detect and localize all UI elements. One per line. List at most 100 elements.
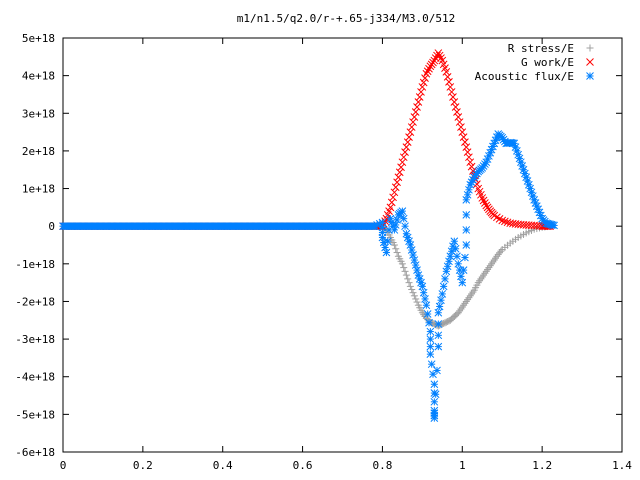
data-point — [405, 279, 413, 287]
data-point — [417, 88, 425, 96]
data-point — [414, 98, 423, 106]
data-point — [463, 148, 472, 157]
data-point — [393, 216, 401, 224]
data-point — [453, 108, 461, 116]
data-point — [405, 133, 413, 141]
data-point — [481, 199, 489, 207]
data-point — [463, 190, 472, 199]
data-point — [443, 262, 452, 271]
data-point — [427, 360, 436, 369]
data-point — [426, 342, 435, 351]
data-point — [450, 237, 459, 246]
data-point — [407, 246, 416, 254]
data-point — [434, 308, 443, 317]
data-point — [422, 301, 431, 310]
data-point — [458, 128, 467, 136]
data-point — [466, 158, 475, 167]
series-0 — [59, 222, 554, 330]
y-tick-label: 3e+18 — [22, 107, 55, 120]
data-point — [497, 247, 505, 255]
data-point — [389, 193, 397, 202]
data-point — [411, 108, 420, 116]
data-point — [382, 248, 391, 257]
x-tick-label: 0.2 — [133, 459, 153, 472]
x-tick-label: 0.4 — [213, 459, 233, 472]
x-tick-label: 0.8 — [372, 459, 392, 472]
data-point — [443, 73, 452, 81]
data-point — [383, 237, 392, 246]
data-point — [399, 214, 408, 223]
data-point — [465, 153, 473, 162]
data-point — [425, 318, 433, 327]
legend-label: R stress/E — [508, 42, 574, 55]
data-point — [450, 98, 459, 106]
data-point — [426, 350, 435, 358]
data-point — [390, 226, 399, 234]
data-point — [459, 266, 468, 274]
data-point — [457, 123, 465, 131]
y-tick-label: -3e+18 — [15, 333, 55, 346]
data-point — [439, 282, 448, 291]
legend-label: G work/E — [521, 56, 574, 69]
data-point — [411, 261, 420, 269]
data-point — [406, 128, 415, 136]
data-point — [462, 241, 471, 249]
data-point — [423, 310, 432, 318]
data-point — [409, 118, 417, 126]
y-tick-label: 5e+18 — [22, 32, 55, 45]
data-point — [401, 267, 409, 275]
data-point — [435, 302, 444, 311]
data-point — [451, 103, 460, 111]
data-point — [391, 221, 400, 229]
data-point — [410, 256, 419, 264]
data-point — [479, 196, 488, 205]
data-point — [437, 54, 445, 62]
data-point — [415, 93, 424, 101]
data-point — [461, 138, 469, 146]
data-point — [446, 252, 455, 261]
data-point — [434, 320, 443, 328]
data-point — [387, 198, 396, 207]
data-point — [390, 188, 399, 197]
data-point — [426, 327, 435, 336]
data-point — [449, 93, 457, 101]
data-point — [413, 266, 421, 274]
series-layer — [59, 49, 558, 422]
y-tick-label: -6e+18 — [15, 446, 55, 459]
data-point — [398, 158, 407, 167]
data-point — [458, 278, 467, 287]
data-point — [461, 253, 469, 262]
data-point — [399, 153, 408, 162]
data-point — [404, 275, 412, 283]
data-point — [392, 245, 400, 253]
series-2 — [59, 130, 558, 422]
x-tick-label: 0.6 — [293, 459, 313, 472]
data-point — [465, 185, 473, 194]
axis-ticks: -6e+18 -5e+18 -4e+18 -3e+18 -2e+18 -1e+18 0 1e+… — [15, 32, 632, 472]
data-point — [516, 158, 525, 167]
data-point — [426, 335, 435, 343]
y-tick-label: 4e+18 — [22, 70, 55, 83]
data-point — [430, 380, 439, 389]
data-point — [421, 295, 429, 303]
data-point — [395, 168, 404, 177]
data-point — [398, 207, 407, 215]
x-tick-label: 1 — [459, 459, 466, 472]
data-point — [445, 257, 453, 266]
data-point — [437, 296, 445, 305]
data-point — [430, 397, 439, 406]
legend-label: Acoustic flux/E — [475, 70, 574, 83]
y-tick-label: -1e+18 — [15, 258, 55, 271]
data-point — [438, 290, 447, 298]
data-point — [462, 195, 471, 204]
y-tick-label: 1e+18 — [22, 183, 55, 196]
y-tick-label: -2e+18 — [15, 295, 55, 308]
data-point — [422, 69, 431, 78]
data-point — [402, 271, 410, 279]
data-point — [379, 238, 388, 247]
data-point — [391, 183, 400, 192]
data-point — [398, 260, 406, 268]
data-point — [378, 233, 387, 242]
